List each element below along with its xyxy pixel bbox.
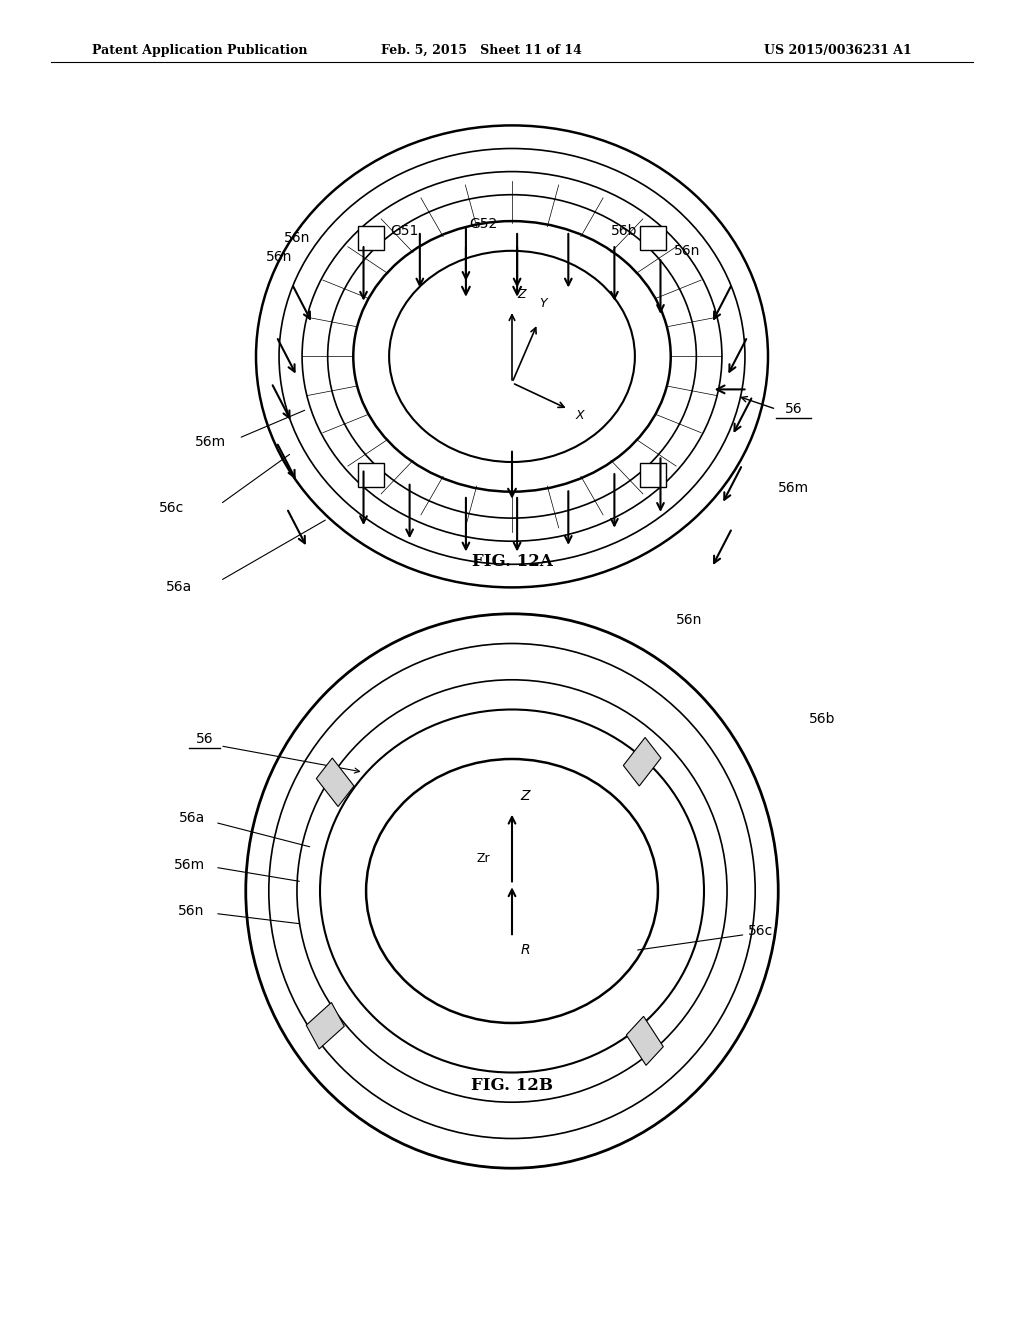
- Bar: [316, 758, 354, 807]
- Text: G52: G52: [469, 218, 498, 231]
- Bar: [306, 1002, 344, 1049]
- Text: Feb. 5, 2015   Sheet 11 of 14: Feb. 5, 2015 Sheet 11 of 14: [381, 44, 582, 57]
- FancyBboxPatch shape: [640, 463, 666, 487]
- FancyBboxPatch shape: [358, 226, 384, 249]
- Text: G51: G51: [390, 224, 419, 238]
- Text: US 2015/0036231 A1: US 2015/0036231 A1: [764, 44, 911, 57]
- Text: 56n: 56n: [676, 614, 702, 627]
- Text: 56a: 56a: [178, 812, 205, 825]
- Text: 56c: 56c: [748, 924, 773, 937]
- Text: 56a: 56a: [166, 581, 193, 594]
- Text: 56m: 56m: [174, 858, 205, 871]
- Text: X: X: [575, 409, 584, 422]
- Text: 56n: 56n: [265, 251, 292, 264]
- Text: 56: 56: [196, 733, 214, 746]
- Bar: [627, 1016, 664, 1065]
- Text: Y: Y: [539, 297, 547, 310]
- Text: Z: Z: [520, 788, 529, 803]
- Text: 56c: 56c: [160, 502, 184, 515]
- Text: 56b: 56b: [809, 713, 836, 726]
- Text: FIG. 12A: FIG. 12A: [472, 553, 552, 569]
- Ellipse shape: [367, 759, 657, 1023]
- Text: 56b: 56b: [611, 224, 638, 238]
- Text: 56n: 56n: [178, 904, 205, 917]
- Text: 56m: 56m: [778, 482, 809, 495]
- Text: 56n: 56n: [674, 244, 700, 257]
- Ellipse shape: [389, 251, 635, 462]
- Text: Z: Z: [517, 288, 525, 301]
- Text: R: R: [520, 944, 529, 957]
- Text: Zr: Zr: [476, 851, 490, 865]
- Bar: [624, 738, 662, 785]
- Text: 56: 56: [784, 403, 803, 416]
- Text: 56n: 56n: [284, 231, 310, 244]
- FancyBboxPatch shape: [358, 463, 384, 487]
- Text: FIG. 12B: FIG. 12B: [471, 1077, 553, 1093]
- FancyBboxPatch shape: [640, 226, 666, 249]
- Text: 56m: 56m: [195, 436, 225, 449]
- Text: Patent Application Publication: Patent Application Publication: [92, 44, 307, 57]
